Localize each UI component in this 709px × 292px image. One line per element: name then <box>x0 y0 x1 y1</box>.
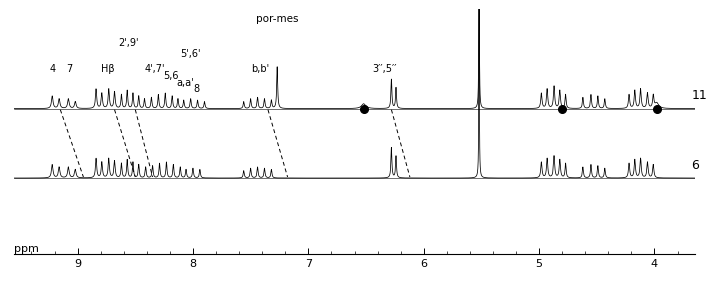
Text: 5',6': 5',6' <box>180 49 201 59</box>
Text: 5,6: 5,6 <box>163 72 179 81</box>
Text: 4',7': 4',7' <box>145 64 165 74</box>
Text: Hβ: Hβ <box>101 64 114 74</box>
Text: 7: 7 <box>67 64 73 74</box>
Text: 4: 4 <box>49 64 55 74</box>
Text: 11: 11 <box>691 89 707 102</box>
Text: 2',9': 2',9' <box>118 38 139 48</box>
Text: ppm: ppm <box>14 244 39 254</box>
Text: b,b': b,b' <box>251 64 269 74</box>
Text: 3′′,5′′: 3′′,5′′ <box>372 64 397 74</box>
Text: 6: 6 <box>691 159 699 172</box>
Text: 8: 8 <box>194 84 199 94</box>
Text: a,a': a,a' <box>176 78 194 88</box>
Text: por-mes: por-mes <box>256 14 298 24</box>
